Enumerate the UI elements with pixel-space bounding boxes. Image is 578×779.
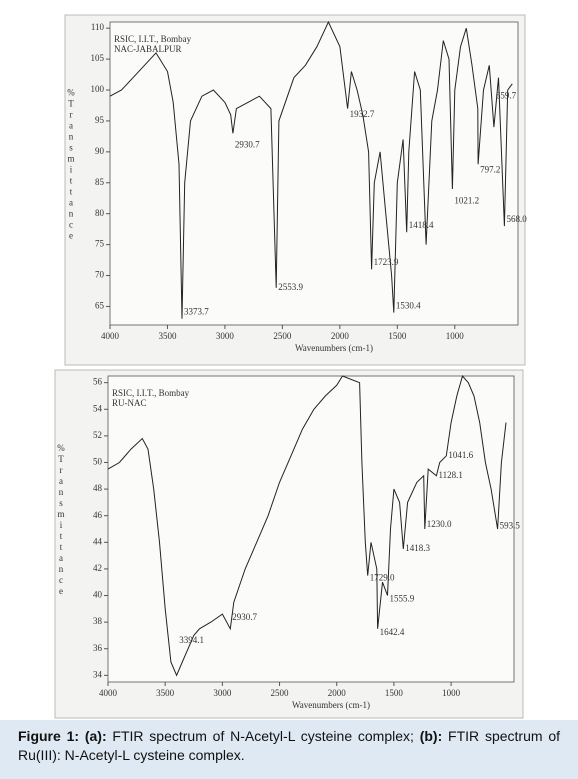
plot-frame <box>107 375 515 683</box>
x-tick-label: 1500 <box>388 331 407 341</box>
y-tick-label: 65 <box>95 301 105 311</box>
peak-label: 1418.3 <box>405 543 430 553</box>
y-tick-label: 100 <box>91 84 105 94</box>
y-tick-label: 52 <box>93 430 102 440</box>
x-tick-label: 3000 <box>213 688 232 698</box>
peak-label: 1723.9 <box>374 257 399 267</box>
peak-label: 3394.1 <box>179 635 204 645</box>
peak-label: 568.0 <box>506 214 527 224</box>
caption-text: (b): <box>419 728 443 744</box>
x-axis-label: Wavenumbers (cm-1) <box>295 343 373 353</box>
x-tick-label: 1000 <box>446 331 465 341</box>
x-axis-label: Wavenumbers (cm-1) <box>292 700 370 710</box>
caption-text: (a): <box>84 728 107 744</box>
peak-label: 659.7 <box>496 90 517 100</box>
x-tick-label: 2000 <box>331 331 350 341</box>
x-tick-label: 3000 <box>216 331 235 341</box>
peak-label: 1230.0 <box>427 519 452 529</box>
peak-label: 1642.4 <box>380 627 405 637</box>
y-tick-label: 46 <box>93 510 103 520</box>
caption-text: FTIR spectrum of N-Acetyl-L cysteine com… <box>106 728 420 744</box>
peak-label: 1418.4 <box>409 220 434 230</box>
y-tick-label: 95 <box>95 115 105 125</box>
y-tick-label: 75 <box>95 239 105 249</box>
spectrum-line <box>107 374 507 677</box>
y-tick-label: 110 <box>91 22 105 32</box>
peak-label: 1041.6 <box>448 450 473 460</box>
x-tick-label: 2000 <box>328 688 347 698</box>
y-tick-label: 85 <box>95 177 105 187</box>
plot-frame <box>109 21 519 326</box>
caption: Figure 1: (a): FTIR spectrum of N-Acetyl… <box>0 720 578 779</box>
peak-label: 593.5 <box>500 520 521 530</box>
peak-label: 2930.7 <box>235 140 260 150</box>
spectrum-line <box>109 20 513 319</box>
y-tick-label: 36 <box>93 643 103 653</box>
y-tick-label: 44 <box>93 536 103 546</box>
y-tick-label: 70 <box>95 270 105 280</box>
peak-label: 1729.0 <box>370 572 395 582</box>
peak-label: 3373.7 <box>184 307 209 317</box>
peak-label: 1932.7 <box>350 109 375 119</box>
header-text: RU-NAC <box>112 398 147 408</box>
x-tick-label: 4000 <box>101 331 120 341</box>
y-tick-label: 90 <box>95 146 105 156</box>
y-tick-label: 54 <box>93 403 103 413</box>
peak-label: 2930.7 <box>232 612 257 622</box>
x-tick-label: 3500 <box>156 688 175 698</box>
y-tick-label: 105 <box>91 53 105 63</box>
caption-text: Figure 1: <box>18 728 80 744</box>
y-tick-label: 48 <box>93 483 103 493</box>
y-tick-label: 40 <box>93 590 103 600</box>
y-tick-label: 50 <box>93 457 103 467</box>
peak-label: 1021.2 <box>454 195 479 205</box>
x-tick-label: 1500 <box>385 688 404 698</box>
x-tick-label: 1000 <box>442 688 461 698</box>
header-text: RSIC, I.I.T., Bombay <box>114 34 192 44</box>
y-tick-label: 80 <box>95 208 105 218</box>
caption-text: FTIR spectrum of Ru(III): N-Acetyl-L cys… <box>18 728 560 763</box>
x-tick-label: 4000 <box>99 688 118 698</box>
peak-label: 1530.4 <box>396 301 421 311</box>
header-text: RSIC, I.I.T., Bombay <box>112 388 190 398</box>
header-text: NAC-JABALPUR <box>114 44 182 54</box>
y-tick-label: 42 <box>93 563 102 573</box>
x-tick-label: 2500 <box>271 688 290 698</box>
y-tick-label: 34 <box>93 669 103 679</box>
peak-label: 1128.1 <box>438 470 462 480</box>
spectra: 65 70 75 80 85 90 95 100 105 110 4000 3500 3000 2500 2… <box>54 14 527 719</box>
y-tick-label: 38 <box>93 616 103 626</box>
peak-label: 797.2 <box>480 164 500 174</box>
peak-label: 2553.9 <box>278 282 303 292</box>
peak-label: 1555.9 <box>390 594 415 604</box>
x-tick-label: 2500 <box>273 331 292 341</box>
x-tick-label: 3500 <box>158 331 177 341</box>
y-tick-label: 56 <box>93 377 103 387</box>
